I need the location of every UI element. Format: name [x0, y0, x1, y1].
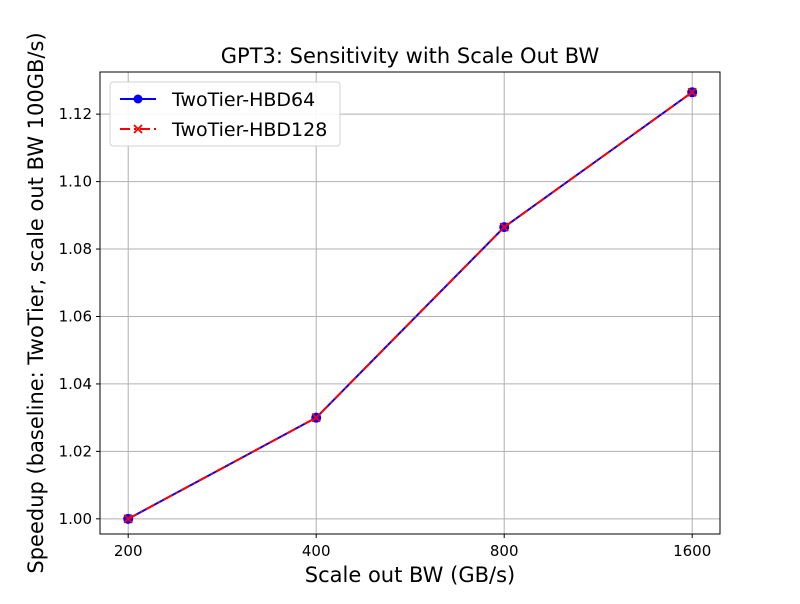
- y-tick-label: 1.12: [59, 105, 92, 123]
- legend-marker: [133, 94, 143, 104]
- y-tick-label: 1.06: [59, 307, 92, 325]
- series-point: [311, 413, 321, 423]
- x-tick-label: 1600: [673, 542, 711, 560]
- legend: TwoTier-HBD64 TwoTier-HBD128: [109, 81, 341, 147]
- legend-marker: [133, 124, 143, 134]
- y-tick-label: 1.02: [59, 442, 92, 460]
- legend-item: TwoTier-HBD128: [120, 119, 327, 141]
- series-point: [123, 514, 133, 524]
- y-tick-label: 1.08: [59, 240, 92, 258]
- series-point: [687, 87, 697, 97]
- y-axis-label: Speedup (baseline: TwoTier, scale out BW…: [24, 32, 48, 573]
- plot-frame: [99, 71, 721, 535]
- legend-box: [109, 81, 341, 147]
- series-layer: [123, 87, 698, 524]
- x-axis-label: Scale out BW (GB/s): [305, 563, 515, 587]
- x-tick-label: 200: [114, 542, 143, 560]
- legend-item: TwoTier-HBD64: [120, 89, 315, 111]
- x-tick-label: 400: [302, 542, 331, 560]
- legend-label: TwoTier-HBD64: [171, 89, 315, 111]
- axes-layer: 200 400 800 1600 1.00 1.02 1.04 1.06 1.08 1.10 1.1…: [59, 105, 712, 560]
- legend-label: TwoTier-HBD128: [171, 119, 327, 141]
- y-tick-label: 1.00: [59, 510, 92, 528]
- chart-title: GPT3: Sensitivity with Scale Out BW: [221, 44, 600, 68]
- x-tick-label: 800: [490, 542, 519, 560]
- y-tick-label: 1.04: [59, 375, 92, 393]
- y-tick-label: 1.10: [59, 173, 92, 191]
- series-twotier-hbd128: [123, 87, 697, 524]
- grid-layer: [100, 72, 720, 534]
- series-point: [499, 222, 509, 232]
- series-line: [127, 91, 693, 520]
